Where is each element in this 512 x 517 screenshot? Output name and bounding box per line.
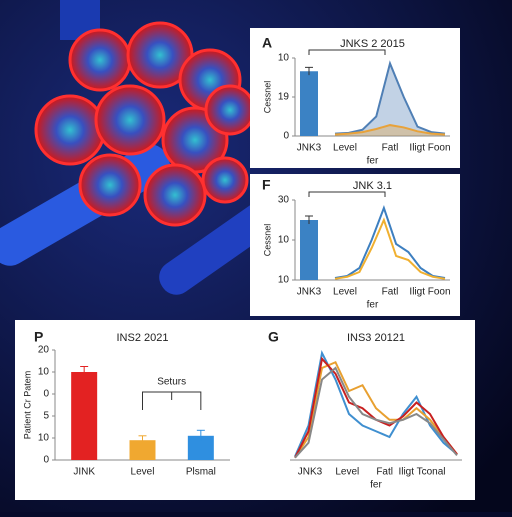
panel-a-frame [250,28,460,168]
x-tick-label: Level [335,467,359,478]
x-tick-label: Level [333,287,357,298]
y-tick-label: 10 [278,235,290,246]
series-area [335,125,445,136]
panel-letter: A [262,35,272,51]
y-tick-label: 0 [283,131,289,142]
series-line [334,205,446,279]
panel-title: INS3 20121 [347,332,405,344]
y-axis-label: Cessnel [262,224,272,257]
y-tick-label: 30 [278,195,290,206]
panel-letter: F [262,177,271,193]
y-tick-label: 10 [38,433,50,444]
series-line [334,217,446,280]
y-tick-label: 5 [43,411,49,422]
bar [300,71,318,136]
x-tick-label: Plsmal [186,467,216,478]
x-axis-label: fer [367,156,379,167]
x-tick-label: Iligt Tconal [398,467,445,478]
x-tick-label: Fatl [376,467,393,478]
x-tick-label: Level [333,143,357,154]
panel-title: JNKS 2 2015 [340,38,405,50]
bar [129,440,156,460]
bar [71,372,98,460]
y-tick-label: 10 [278,53,290,64]
y-tick-label: 0 [43,455,49,466]
bar [300,220,318,280]
panel-f-frame [250,174,460,316]
x-axis-label: fer [367,300,379,311]
series-line [294,366,458,459]
annotation: Seturs [157,377,186,388]
y-tick-label: 19 [278,92,290,103]
y-tick-label: 10 [278,275,290,286]
y-tick-label: 20 [38,345,50,356]
y-axis-label: Cessnel [262,81,272,114]
series-line [334,124,446,136]
panel-letter: P [34,329,43,345]
x-axis-label: fer [370,480,382,491]
panel-letter: G [268,329,279,345]
x-tick-label: Fatl [382,143,399,154]
x-tick-label: JINK [73,467,95,478]
panel-title: INS2 2021 [117,332,169,344]
series-line [334,60,446,135]
x-tick-label: JNK3 [297,143,322,154]
x-tick-label: Iligt Foon [409,143,450,154]
x-tick-label: Iligt Foon [409,287,450,298]
x-tick-label: Level [131,467,155,478]
panel-title: JNK 3.1 [353,180,392,192]
y-tick-label: 10 [38,367,50,378]
y-tick-label: 0 [43,389,49,400]
series-line [294,349,458,457]
y-axis-label: Patient Cr Patem [22,371,32,440]
x-tick-label: JNK3 [298,467,323,478]
bracket [308,191,386,197]
bracket [308,49,386,55]
series-line [294,360,458,459]
x-tick-label: JNK3 [297,287,322,298]
series-area [335,63,445,136]
x-tick-label: Fatl [382,287,399,298]
bracket [142,391,202,410]
